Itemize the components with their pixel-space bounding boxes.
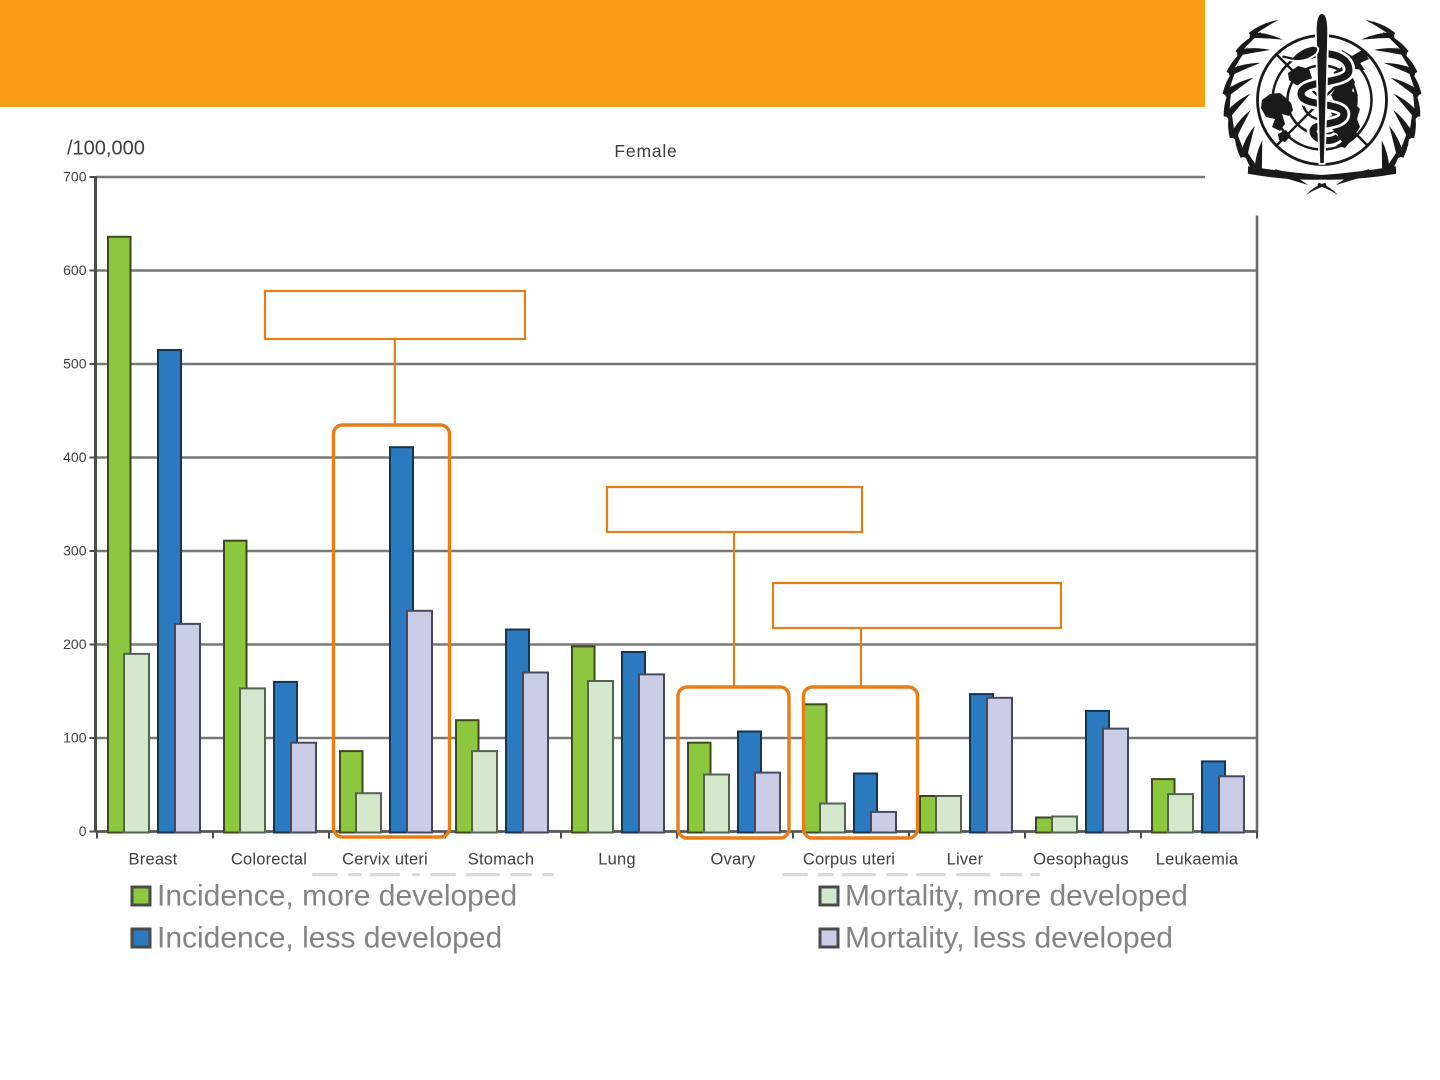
svg-text:Oesophagus: Oesophagus: [1033, 851, 1129, 869]
svg-text:Mortality, less developed: Mortality, less developed: [845, 922, 1173, 955]
svg-text:Corpus uteri: Corpus uteri: [803, 851, 895, 869]
svg-text:700: 700: [63, 169, 87, 185]
svg-text:300: 300: [63, 543, 87, 559]
svg-text:Mortality, more developed: Mortality, more developed: [845, 880, 1188, 913]
svg-text:Breast: Breast: [129, 851, 178, 869]
svg-text:Stomach: Stomach: [468, 851, 535, 869]
svg-text:Incidence, less developed: Incidence, less developed: [157, 922, 502, 955]
svg-text:Liver: Liver: [947, 851, 984, 869]
svg-text:200: 200: [63, 636, 87, 652]
svg-text:Colorectal: Colorectal: [231, 851, 307, 869]
svg-text:600: 600: [63, 262, 87, 278]
svg-text:Cervix uteri: Cervix uteri: [342, 851, 428, 869]
svg-text:Lung: Lung: [598, 851, 636, 869]
svg-text:0: 0: [79, 823, 87, 839]
svg-text:400: 400: [63, 449, 87, 465]
svg-text:Ovary: Ovary: [710, 851, 756, 869]
svg-text:100: 100: [63, 730, 87, 746]
svg-text:500: 500: [63, 356, 87, 372]
svg-text:Incidence, more developed: Incidence, more developed: [157, 880, 517, 913]
svg-text:Leukaemia: Leukaemia: [1156, 851, 1239, 869]
svg-text:/100,000: /100,000: [67, 138, 145, 160]
svg-text:Female: Female: [614, 141, 677, 161]
